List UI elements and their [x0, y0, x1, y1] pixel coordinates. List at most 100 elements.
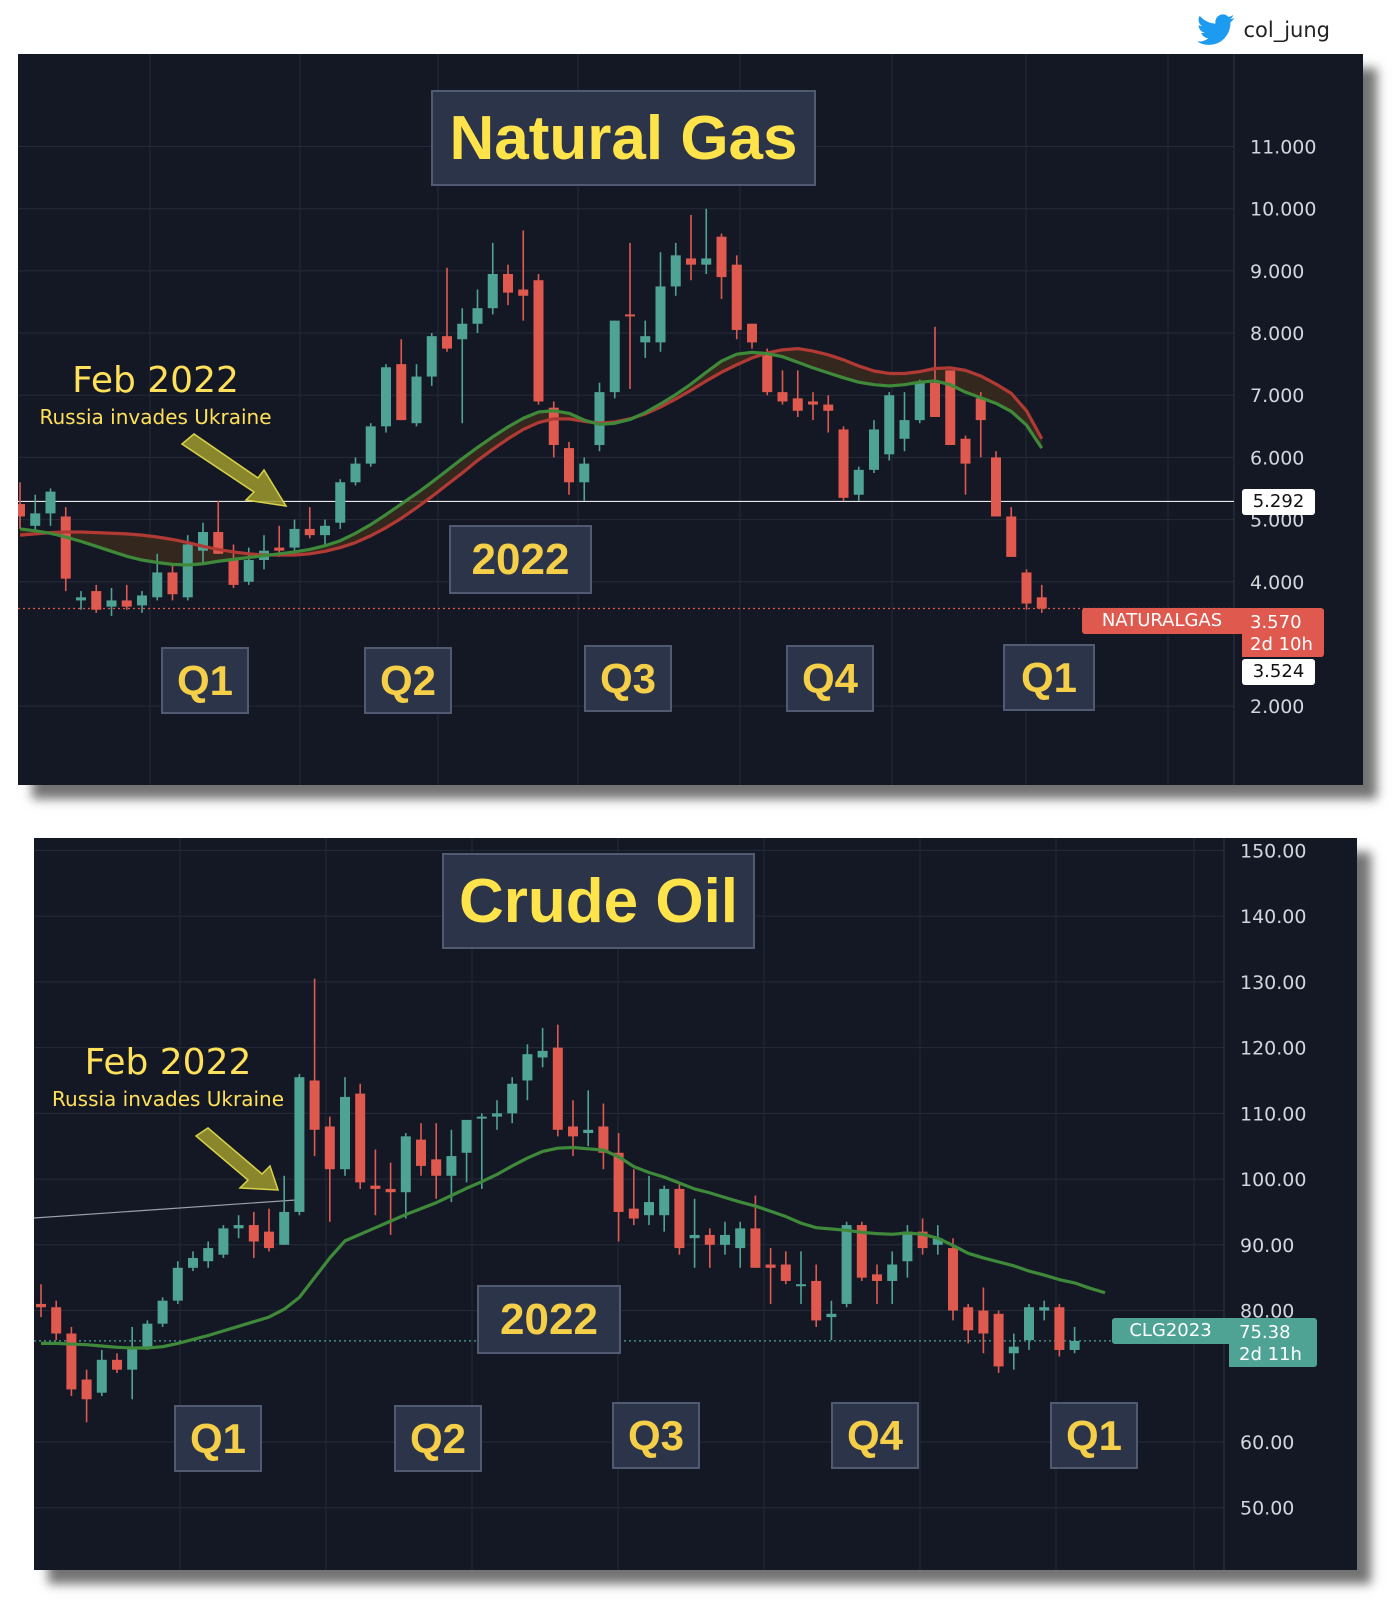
candle-body-up — [487, 273, 498, 309]
candle-body-down — [731, 264, 742, 330]
candle-body-up — [96, 1359, 107, 1393]
candle-body-up — [157, 1300, 168, 1324]
candle-body-up — [335, 482, 346, 523]
candle-body-up — [796, 1284, 806, 1287]
candle-body-up — [279, 1211, 290, 1245]
annotation-text: Russia invades Ukraine — [39, 405, 272, 429]
candle-body-down — [780, 1264, 791, 1281]
y-tick-label: 80.00 — [1240, 1301, 1294, 1323]
moving-average-fast-line — [41, 1145, 1106, 1350]
candle-body-up — [172, 1267, 183, 1301]
candle-body-down — [930, 382, 940, 417]
last-price-tag: 3.570 2d 10h — [1242, 608, 1324, 657]
candle-body-down — [324, 1126, 335, 1170]
candle-body-up — [655, 286, 666, 343]
y-tick-label: 140.00 — [1240, 906, 1306, 928]
candle-body-up — [902, 1231, 913, 1262]
candle-body-down — [674, 1188, 685, 1249]
candle-body-down — [960, 438, 971, 464]
candle-body-up — [461, 1119, 472, 1153]
candle-body-down — [167, 572, 178, 595]
candle-body-up — [841, 1225, 852, 1304]
candle-body-down — [552, 1047, 563, 1130]
annotation-title: Feb 2022 — [84, 1042, 252, 1083]
candle-body-down — [1054, 1307, 1065, 1350]
candle-body-up — [142, 1323, 153, 1347]
quarter-label-next-q1: Q1 — [1050, 1402, 1138, 1469]
chart-title: Crude Oil — [442, 853, 755, 949]
annotation-arrow — [194, 1127, 280, 1191]
candle-body-down — [18, 504, 25, 517]
symbol-tag: CLG2023 — [1112, 1318, 1229, 1344]
quarter-label-q4: Q4 — [831, 1402, 919, 1469]
candle-body-up — [537, 1050, 548, 1058]
candle-body-up — [243, 560, 254, 582]
natural-gas-chart-svg: 11.000 10.000 9.000 8.000 7.000 6.000 5.000 4.0… — [18, 54, 1316, 785]
moving-average-slow-line — [19, 347, 1044, 557]
candle-body-up — [137, 595, 147, 606]
candle-body-up — [887, 1264, 898, 1281]
quarter-label-q1: Q1 — [174, 1405, 262, 1472]
twitter-bird-icon — [1197, 14, 1235, 45]
quarter-label-q3: Q3 — [584, 645, 672, 712]
candle-body-down — [1021, 572, 1032, 604]
candle-body-down — [823, 404, 834, 411]
candle-body-down — [112, 1359, 122, 1370]
candle-body-down — [750, 1228, 761, 1268]
candle-body-down — [628, 1208, 639, 1219]
candle-body-up — [1069, 1340, 1080, 1350]
candle-body-up — [218, 1228, 229, 1255]
candle-body-up — [289, 528, 300, 548]
author-handle: col_jung — [1197, 14, 1330, 46]
y-tick-label: 60.00 — [1240, 1432, 1294, 1454]
candle-body-up — [720, 1234, 730, 1245]
candle-body-up — [826, 1313, 837, 1318]
candle-body-down — [993, 1313, 1004, 1367]
annotation-title: Feb 2022 — [72, 360, 239, 401]
candle-body-up — [701, 258, 712, 265]
candle-body-up — [1039, 1307, 1050, 1311]
y-tick-label: 6.000 — [1250, 447, 1304, 469]
candle-body-down — [264, 1231, 274, 1249]
candle-body-down — [548, 407, 559, 445]
symbol-tag: NATURALGAS — [1082, 608, 1242, 634]
invasion-annotation: Feb 2022 Russia invades Ukraine — [18, 360, 293, 429]
candle-body-down — [564, 448, 574, 483]
last-price-countdown: 2d 11h — [1239, 1344, 1302, 1365]
candle-body-down — [762, 354, 773, 393]
quarter-label-q1: Q1 — [161, 647, 249, 714]
candle-body-down — [309, 1080, 320, 1130]
candle-body-down — [431, 1159, 442, 1176]
candle-body-up — [294, 1077, 305, 1212]
candle-body-up — [644, 1202, 654, 1216]
candle-body-up — [594, 392, 605, 445]
candle-body-down — [81, 1379, 92, 1400]
candle-body-up — [350, 463, 361, 483]
candle-body-up — [476, 1116, 487, 1119]
candle-body-down — [598, 1126, 609, 1153]
candle-body-up — [400, 1136, 411, 1193]
candle-body-up — [446, 1156, 457, 1176]
trend-line — [34, 1199, 297, 1219]
candle-body-down — [917, 1231, 928, 1249]
quarter-label-q2: Q2 — [364, 647, 452, 714]
candle-body-up — [914, 382, 925, 421]
candle-body-up — [381, 367, 391, 427]
crude-oil-chart-svg: 150.00 140.00 130.00 120.00 110.00 100.00 90.0… — [34, 838, 1306, 1570]
last-price-value: 3.570 — [1250, 612, 1302, 633]
candle-body-down — [792, 398, 803, 411]
candle-body-down — [963, 1307, 974, 1331]
candle-body-up — [365, 426, 376, 464]
low-price-tag: 3.524 — [1242, 659, 1315, 685]
candle-body-up — [579, 463, 590, 483]
candle-body-down — [416, 1139, 426, 1166]
y-tick-label: 150.00 — [1240, 840, 1306, 862]
year-label: 2022 — [477, 1285, 621, 1354]
candle-body-up — [609, 320, 620, 393]
invasion-annotation: Feb 2022 Russia invades Ukraine — [38, 1042, 298, 1111]
candle-body-down — [568, 1126, 578, 1137]
candle-body-up — [472, 308, 483, 324]
candle-body-up — [884, 395, 895, 455]
candle-body-down — [945, 370, 956, 445]
candle-body-down — [856, 1225, 867, 1278]
